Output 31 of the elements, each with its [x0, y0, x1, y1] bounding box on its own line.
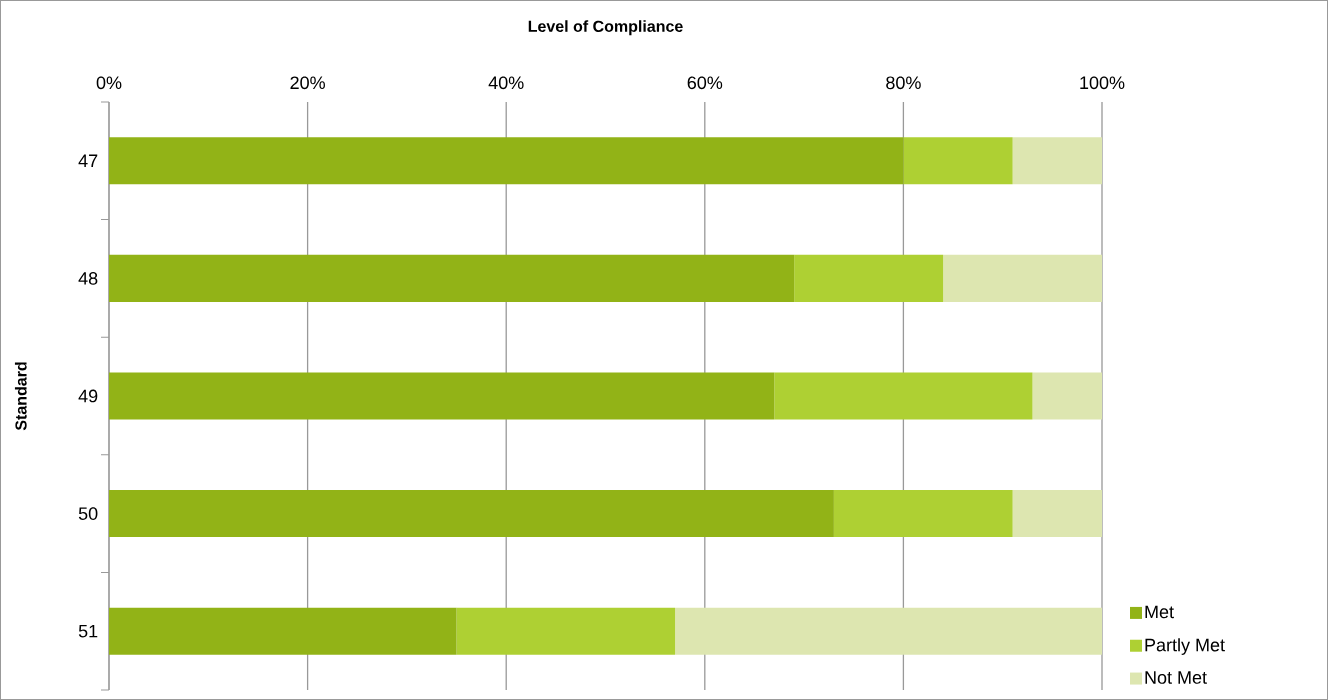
- y-tick-label: 47: [78, 154, 98, 167]
- bar: [1012, 490, 1102, 538]
- legend-label: Met: [1145, 605, 1174, 619]
- legend-label: Partly Met: [1145, 638, 1225, 655]
- bar: [109, 372, 775, 420]
- y-tick-label: 50: [78, 507, 98, 520]
- bar: [943, 254, 1102, 302]
- bar: [833, 490, 1013, 538]
- x-tick-label: 100%: [1080, 76, 1125, 90]
- bar: [774, 372, 1033, 420]
- bar: [794, 254, 944, 302]
- bar: [109, 607, 457, 655]
- bar: [109, 490, 834, 538]
- bar: [456, 607, 676, 655]
- y-tick-label: 51: [78, 624, 98, 638]
- bar: [109, 137, 904, 185]
- bar: [109, 254, 795, 302]
- x-tick-label: 80%: [886, 76, 921, 90]
- legend-label: Not Met: [1145, 671, 1207, 684]
- bar: [1032, 372, 1102, 420]
- x-tick-label: 40%: [488, 76, 524, 90]
- y-tick-label: 49: [78, 389, 98, 403]
- x-tick-label: 0%: [96, 76, 122, 90]
- x-tick-label: 20%: [290, 76, 325, 90]
- y-tick-label: 48: [78, 272, 98, 285]
- bar: [675, 607, 1102, 655]
- x-axis-title: Level of Compliance: [528, 20, 683, 36]
- bar: [1012, 137, 1102, 185]
- x-tick-label: 60%: [687, 76, 723, 90]
- y-axis-title: Standard: [14, 362, 27, 431]
- bar: [903, 137, 1013, 185]
